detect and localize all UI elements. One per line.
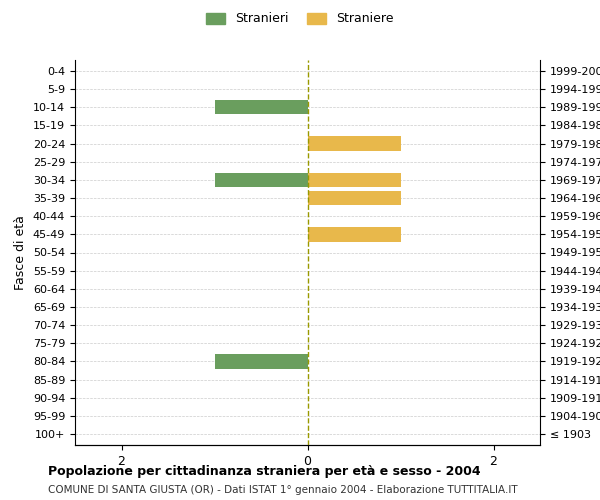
Bar: [308, 172, 401, 187]
Text: Popolazione per cittadinanza straniera per età e sesso - 2004: Popolazione per cittadinanza straniera p…: [48, 465, 481, 478]
Bar: [308, 191, 401, 206]
Bar: [308, 136, 401, 151]
Bar: [215, 354, 308, 368]
Bar: [215, 172, 308, 187]
Bar: [215, 100, 308, 114]
Legend: Stranieri, Straniere: Stranieri, Straniere: [200, 6, 400, 32]
Bar: [308, 227, 401, 242]
Text: COMUNE DI SANTA GIUSTA (OR) - Dati ISTAT 1° gennaio 2004 - Elaborazione TUTTITAL: COMUNE DI SANTA GIUSTA (OR) - Dati ISTAT…: [48, 485, 518, 495]
Y-axis label: Fasce di età: Fasce di età: [14, 215, 28, 290]
